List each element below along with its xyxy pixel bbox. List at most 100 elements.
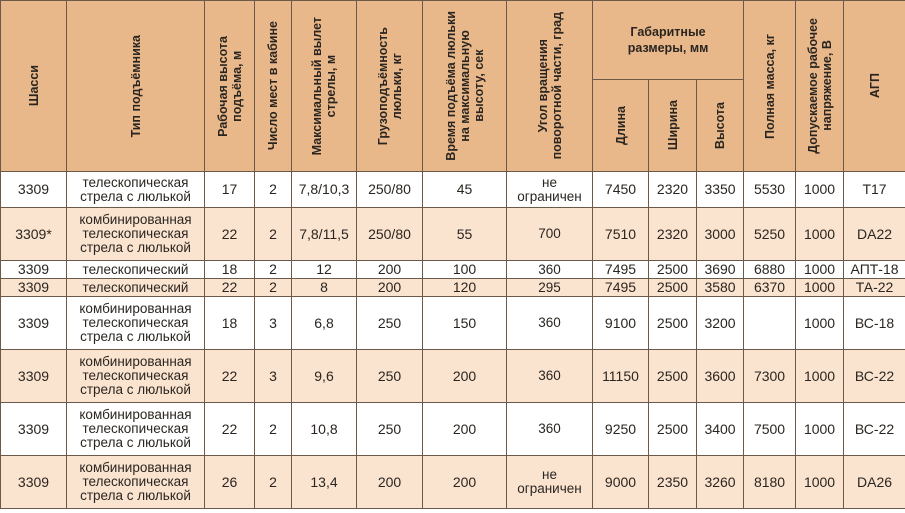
table-body: 3309 телескопическая стрела с люлькой 17…	[0, 171, 905, 509]
cell-reach: 7,8/10,3	[291, 171, 357, 208]
cell-chassis: 3309	[0, 349, 67, 403]
cell-height: 3400	[695, 402, 745, 456]
header-mass: Полная масса, кг	[743, 0, 797, 172]
cell-time: 200	[422, 402, 507, 456]
cell-seats: 2	[254, 278, 292, 297]
cell-length: 9100	[592, 296, 649, 350]
cell-seats: 2	[254, 207, 292, 261]
header-seats: Число мест в кабине	[254, 0, 292, 172]
cell-capacity: 200	[356, 455, 423, 509]
cell-height-work: 18	[204, 260, 255, 279]
cell-length: 11150	[592, 349, 649, 403]
header-max-reach: Максимальный вылет стрелы, м	[291, 0, 357, 172]
header-agp: АГП	[843, 0, 905, 172]
cell-rotation: не ограничен	[506, 455, 593, 509]
header-capacity: Грузоподъёмность люльки, кг	[356, 0, 423, 172]
cell-voltage: 1000	[795, 349, 845, 403]
cell-capacity: 200	[356, 260, 423, 279]
cell-height: 3600	[695, 349, 745, 403]
cell-length: 7510	[592, 207, 649, 261]
cell-mass: 6370	[743, 278, 797, 297]
cell-chassis: 3309	[0, 296, 67, 350]
cell-rotation: 360	[506, 296, 593, 350]
cell-type: телескопический	[66, 278, 205, 297]
cell-width: 2500	[648, 296, 697, 350]
cell-voltage: 1000	[795, 402, 845, 456]
cell-type: комбинированная телескопическая стрела с…	[66, 455, 205, 509]
cell-capacity: 250/80	[356, 207, 423, 261]
cell-time: 100	[422, 260, 507, 279]
header-height: Высота	[695, 79, 745, 172]
cell-time: 200	[422, 349, 507, 403]
header-lift-time: Время подъёма люльки на максимальную выс…	[422, 0, 507, 172]
cell-length: 7495	[592, 260, 649, 279]
header-chassis: Шасси	[0, 0, 67, 172]
cell-width: 2350	[648, 455, 697, 509]
cell-height-work: 22	[204, 402, 255, 456]
cell-reach: 6,8	[291, 296, 357, 350]
cell-length: 9250	[592, 402, 649, 456]
cell-reach: 7,8/11,5	[291, 207, 357, 261]
cell-width: 2500	[648, 260, 697, 279]
header-length: Длина	[592, 79, 649, 172]
table-row: 3309 телескопический 18 2 12 200 100 360…	[0, 260, 905, 279]
cell-capacity: 250	[356, 349, 423, 403]
cell-type: комбинированная телескопическая стрела с…	[66, 296, 205, 350]
cell-agp: ТА-22	[843, 278, 905, 297]
cell-voltage: 1000	[795, 207, 845, 261]
cell-chassis: 3309	[0, 455, 67, 509]
cell-chassis: 3309	[0, 171, 67, 208]
cell-mass: 5250	[743, 207, 797, 261]
cell-reach: 9,6	[291, 349, 357, 403]
cell-type: телескопический	[66, 260, 205, 279]
header-lift-type: Тип подъёмника	[66, 0, 205, 172]
cell-rotation: 360	[506, 402, 593, 456]
cell-mass: 7500	[743, 402, 797, 456]
cell-reach: 12	[291, 260, 357, 279]
cell-mass	[743, 296, 797, 350]
cell-time: 150	[422, 296, 507, 350]
cell-height-work: 18	[204, 296, 255, 350]
cell-seats: 2	[254, 455, 292, 509]
cell-rotation: 700	[506, 207, 593, 261]
cell-width: 2500	[648, 278, 697, 297]
cell-voltage: 1000	[795, 296, 845, 350]
cell-time: 45	[422, 171, 507, 208]
cell-capacity: 250	[356, 296, 423, 350]
cell-seats: 3	[254, 296, 292, 350]
cell-chassis: 3309	[0, 402, 67, 456]
cell-chassis: 3309	[0, 260, 67, 279]
cell-agp: Т17	[843, 171, 905, 208]
cell-rotation: не ограничен	[506, 171, 593, 208]
table-row: 3309 комбинированная телескопическая стр…	[0, 455, 905, 509]
cell-height-work: 22	[204, 207, 255, 261]
header-voltage: Допускаемое рабочее напряжение, В	[795, 0, 845, 172]
cell-width: 2320	[648, 207, 697, 261]
cell-rotation: 360	[506, 260, 593, 279]
cell-reach: 10,8	[291, 402, 357, 456]
table-row: 3309 телескопическая стрела с люлькой 17…	[0, 171, 905, 208]
cell-mass: 8180	[743, 455, 797, 509]
cell-chassis: 3309	[0, 278, 67, 297]
table-row: 3309* комбинированная телескопическая ст…	[0, 207, 905, 261]
cell-height-work: 22	[204, 278, 255, 297]
cell-width: 2500	[648, 402, 697, 456]
cell-height: 3350	[695, 171, 745, 208]
cell-agp: ВС-18	[843, 296, 905, 350]
cell-length: 9000	[592, 455, 649, 509]
cell-rotation: 360	[506, 349, 593, 403]
cell-type: комбинированная телескопическая стрела с…	[66, 402, 205, 456]
cell-height: 3260	[695, 455, 745, 509]
cell-width: 2500	[648, 349, 697, 403]
cell-agp: DA26	[843, 455, 905, 509]
table-row: 3309 комбинированная телескопическая стр…	[0, 296, 905, 350]
cell-voltage: 1000	[795, 260, 845, 279]
cell-time: 200	[422, 455, 507, 509]
cell-type: комбинированная телескопическая стрела с…	[66, 349, 205, 403]
cell-agp: ВС-22	[843, 402, 905, 456]
cell-height-work: 17	[204, 171, 255, 208]
cell-capacity: 250/80	[356, 171, 423, 208]
header-rotation: Угол вращения поворотной части, град	[506, 0, 593, 172]
header-width: Ширина	[648, 79, 697, 172]
